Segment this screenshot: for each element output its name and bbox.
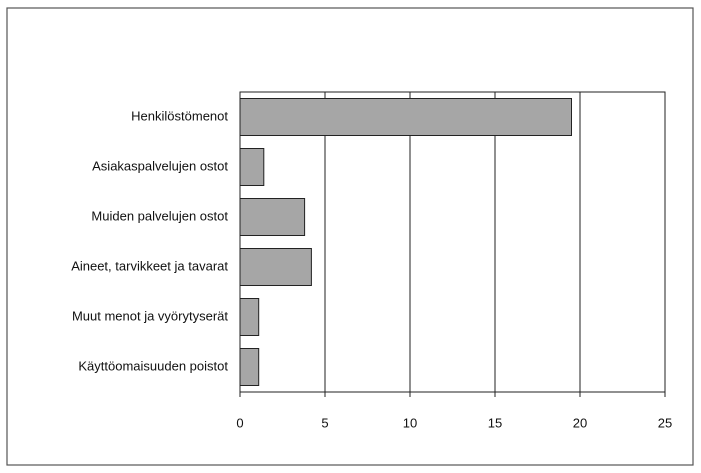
y-tick-label: Muut menot ja vyörytyserät: [72, 308, 228, 323]
y-tick-label: Muiden palvelujen ostot: [91, 208, 228, 223]
bar: [239, 148, 265, 186]
bar: [239, 348, 260, 386]
plot-area: [239, 91, 666, 393]
y-tick-label: Aineet, tarvikkeet ja tavarat: [71, 258, 228, 273]
y-tick-label: Henkilöstömenot: [131, 108, 228, 123]
y-tick-label: Asiakaspalvelujen ostot: [92, 158, 228, 173]
x-tick-label: 20: [573, 415, 587, 430]
x-tick-label: 5: [321, 415, 328, 430]
bar: [239, 198, 306, 236]
frame: [6, 7, 694, 466]
x-tick-label: 0: [236, 415, 243, 430]
y-tick-label: Käyttöomaisuuden poistot: [78, 358, 228, 373]
bar: [239, 98, 572, 136]
x-tick-label: 15: [488, 415, 502, 430]
x-tick-label: 25: [658, 415, 672, 430]
bar: [239, 248, 312, 286]
bar: [239, 298, 260, 336]
x-tick-label: 10: [403, 415, 417, 430]
